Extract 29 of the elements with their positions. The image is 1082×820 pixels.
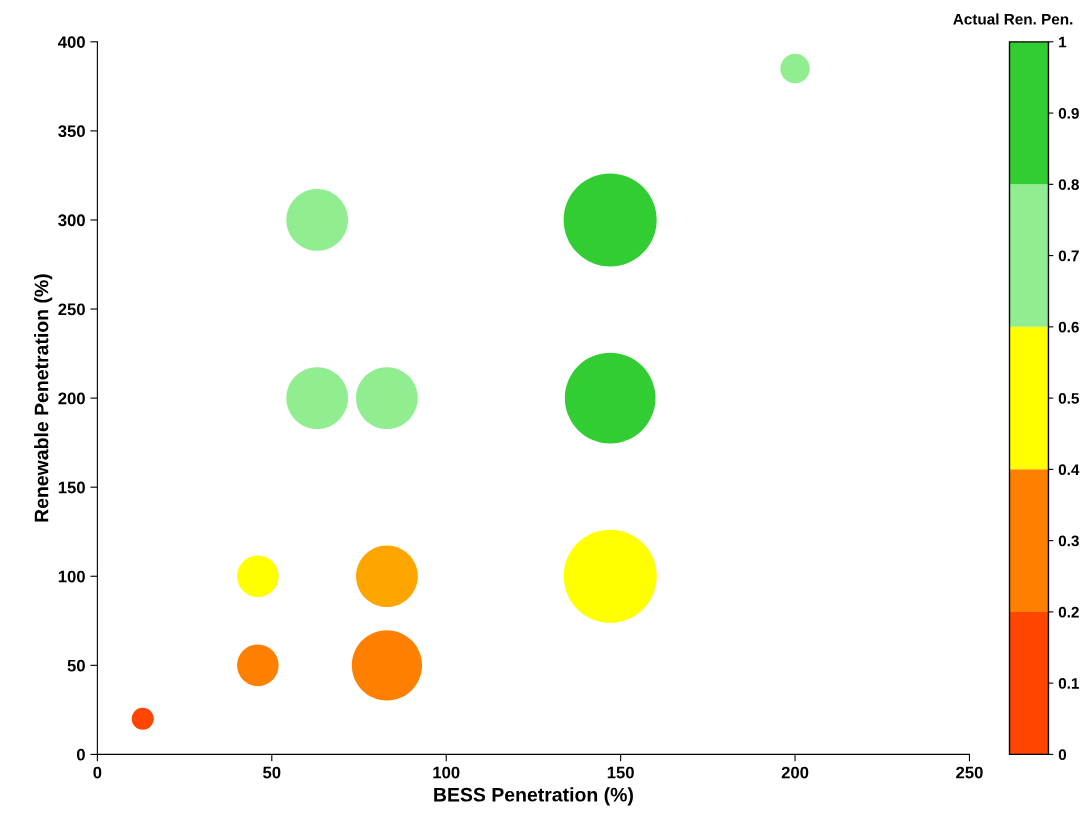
x-axis-title: BESS Penetration (%) xyxy=(434,787,633,806)
y-tick-label: 350 xyxy=(58,125,85,138)
color-bar-label: 1 xyxy=(1059,36,1067,48)
y-tick-label: 400 xyxy=(58,36,85,49)
color-bar-title: Actual Ren. Pen. xyxy=(953,13,1073,25)
x-tick-label: 100 xyxy=(433,766,460,779)
color-bar-label: 0.7 xyxy=(1058,250,1079,262)
color-bar-label: 0 xyxy=(1058,749,1067,761)
y-tick-label: 300 xyxy=(58,214,85,227)
x-tick-label: 0 xyxy=(93,766,102,779)
color-bar-label: 0.9 xyxy=(1058,107,1079,119)
y-tick-label: 200 xyxy=(58,392,85,405)
y-tick-label: 100 xyxy=(58,570,85,583)
x-tick-label: 200 xyxy=(781,766,809,779)
color-bar-label: 0.5 xyxy=(1058,392,1079,404)
x-tick-label: 250 xyxy=(956,766,983,779)
y-tick-label: 150 xyxy=(58,481,85,494)
x-tick-label: 50 xyxy=(263,766,281,779)
color-bar-label: 0.1 xyxy=(1058,678,1079,689)
y-tick-label: 0 xyxy=(76,748,85,761)
color-bar-label: 0.6 xyxy=(1058,321,1079,333)
color-bar-label: 0.8 xyxy=(1058,179,1079,191)
color-bar-label: 0.4 xyxy=(1058,464,1080,476)
color-bar-label: 0.3 xyxy=(1058,535,1079,547)
color-bar-label: 0.2 xyxy=(1058,606,1079,618)
y-axis-title: Renewable Penetration (%) xyxy=(34,274,53,522)
x-tick-label: 150 xyxy=(607,766,634,779)
y-tick-label: 250 xyxy=(58,303,85,316)
y-tick-label: 50 xyxy=(67,659,85,672)
